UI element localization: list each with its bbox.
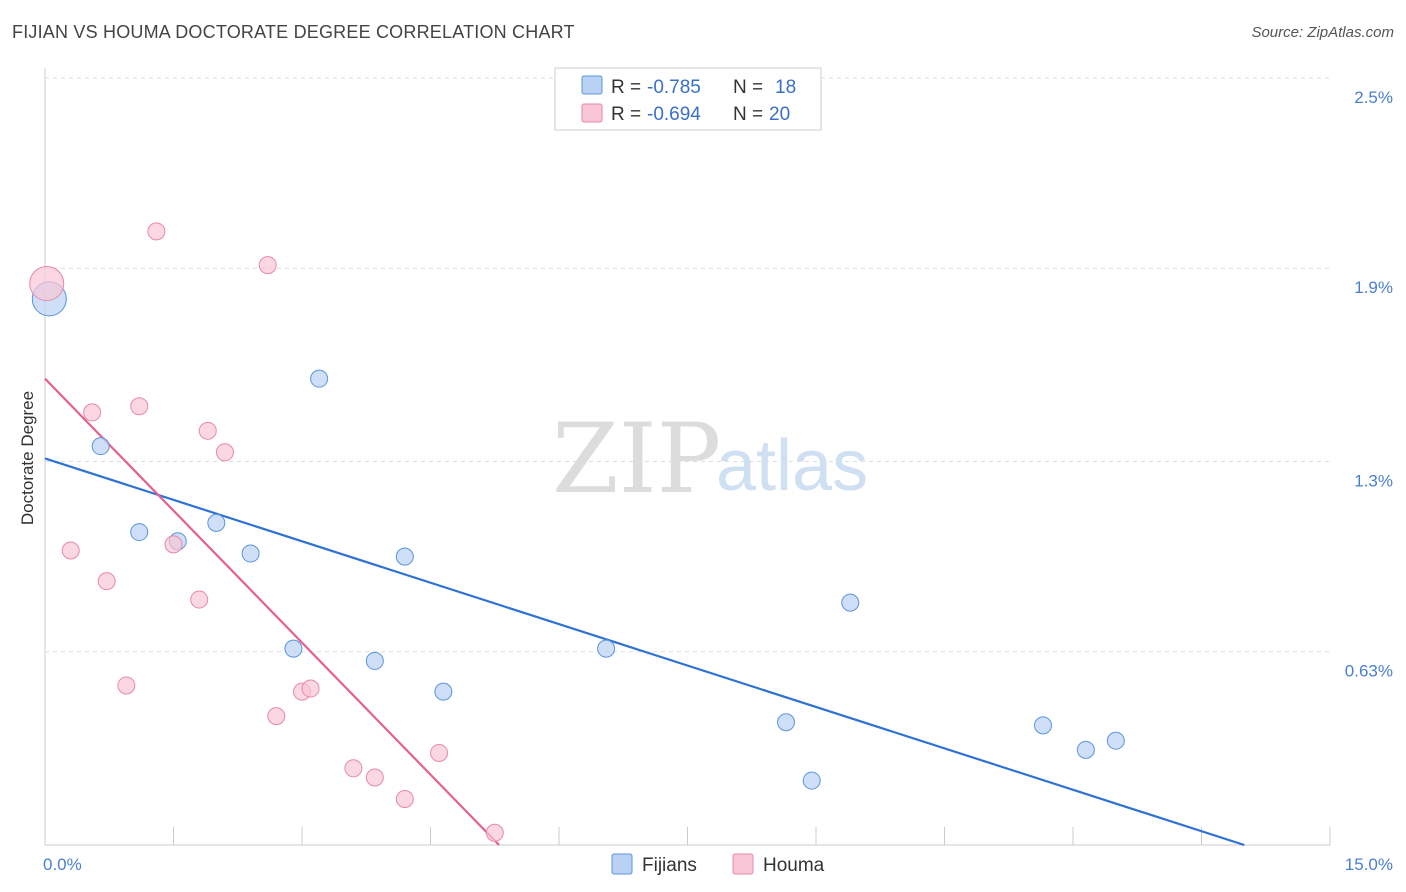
point-fijians-1 — [91, 437, 110, 456]
point-houma-3 — [97, 572, 116, 591]
stats-legend-r-label-fijians: R = — [611, 77, 641, 98]
y-tick-label-0: 2.5% — [1354, 88, 1393, 107]
point-houma-12 — [267, 707, 286, 726]
stats-legend-n-label-fijians: N = — [733, 77, 763, 98]
point-houma-16 — [365, 768, 384, 787]
point-houma-7 — [164, 535, 183, 554]
point-fijians-14 — [841, 593, 860, 612]
y-tick-label-3: 0.63% — [1345, 662, 1393, 681]
point-fijians-5 — [241, 544, 260, 563]
trendline-fijians — [44, 457, 1245, 847]
point-houma-14 — [301, 679, 320, 698]
watermark: ZIP atlas — [552, 403, 868, 515]
point-fijians-16 — [1076, 740, 1095, 759]
point-houma-4 — [117, 676, 136, 695]
point-houma-15 — [344, 759, 363, 778]
point-houma-6 — [147, 222, 166, 241]
stats-legend: R = -0.785 N = 18 R = -0.694 N = 20 — [554, 67, 822, 131]
stats-legend-swatch-fijians — [581, 75, 603, 95]
source-credit: Source: ZipAtlas.com — [1251, 24, 1394, 41]
stats-legend-r-label-houma: R = — [611, 104, 641, 125]
trend-layer — [44, 377, 1245, 847]
point-layer — [29, 222, 1125, 842]
point-houma-17 — [395, 789, 414, 808]
x-tick-label-1: 15.0% — [1345, 855, 1393, 874]
series-legend-swatch-fijians — [611, 853, 633, 875]
point-fijians-17 — [1106, 731, 1125, 750]
point-fijians-6 — [284, 639, 303, 658]
stats-legend-n-value-houma: 20 — [769, 104, 790, 125]
point-fijians-10 — [434, 682, 453, 701]
trendline-houma — [44, 377, 500, 846]
chart-title: FIJIAN VS HOUMA DOCTORATE DEGREE CORRELA… — [12, 22, 575, 42]
point-houma-5 — [130, 397, 149, 416]
point-fijians-7 — [310, 369, 329, 388]
point-houma-11 — [258, 256, 277, 275]
point-houma-19 — [485, 823, 504, 842]
series-legend-label-houma: Houma — [763, 855, 825, 876]
point-fijians-9 — [395, 547, 414, 566]
point-houma-0 — [29, 266, 65, 302]
grid-layer — [45, 77, 1330, 653]
series-legend: Fijians Houma — [611, 853, 825, 876]
point-fijians-11 — [597, 639, 616, 658]
point-houma-1 — [61, 541, 80, 560]
point-fijians-8 — [365, 651, 384, 670]
series-legend-swatch-houma — [732, 853, 754, 875]
point-fijians-2 — [130, 523, 149, 542]
stats-legend-n-value-fijians: 18 — [775, 77, 796, 98]
stats-legend-r-value-fijians: -0.785 — [647, 77, 701, 98]
y-tick-label-1: 1.9% — [1354, 278, 1393, 297]
point-fijians-4 — [207, 513, 226, 532]
y-axis-label: Doctorate Degree — [18, 391, 37, 525]
watermark-zip: ZIP — [552, 403, 721, 515]
point-houma-18 — [430, 743, 449, 762]
watermark-atlas: atlas — [716, 426, 868, 506]
y-tick-label-2: 1.3% — [1354, 472, 1393, 491]
axis-layer — [44, 68, 1331, 846]
point-houma-10 — [215, 443, 234, 462]
point-houma-8 — [190, 590, 209, 609]
point-fijians-12 — [777, 713, 796, 732]
point-fijians-13 — [802, 771, 821, 790]
tick-label-layer: 2.5% 1.9% 1.3% 0.63% 0.0% 15.0% — [43, 88, 1393, 874]
stats-legend-swatch-houma — [581, 103, 603, 123]
stats-legend-r-value-houma: -0.694 — [647, 104, 701, 125]
point-houma-2 — [83, 403, 102, 422]
point-houma-9 — [198, 421, 217, 440]
stats-legend-n-label-houma: N = — [733, 104, 763, 125]
x-tick-label-0: 0.0% — [43, 855, 82, 874]
point-fijians-15 — [1034, 716, 1053, 735]
series-legend-label-fijians: Fijians — [642, 855, 697, 876]
